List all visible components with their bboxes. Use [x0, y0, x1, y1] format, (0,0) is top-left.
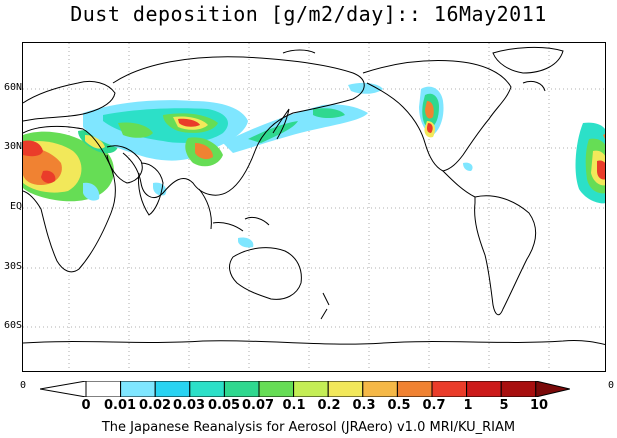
tick-label: 1 — [463, 398, 473, 413]
colorbar-cell — [154, 381, 191, 397]
colorbar-cell — [431, 381, 468, 397]
lat-label-30s: 30S — [3, 261, 22, 272]
tick-label: 0.07 — [241, 398, 275, 413]
lat-label-eq: EQ — [9, 201, 22, 212]
lat-label-60s: 60S — [3, 320, 22, 331]
colorbar-left-label: 0 — [20, 380, 27, 391]
colorbar-cell — [362, 381, 398, 397]
coastlines — [23, 46, 605, 346]
tick-label: 5 — [499, 398, 509, 413]
tick-label: 0.03 — [172, 398, 206, 413]
graticule — [23, 43, 605, 371]
tick-label: 0.2 — [317, 398, 341, 413]
tick-label: 10 — [529, 398, 549, 413]
lat-label-60n: 60N — [3, 82, 22, 93]
tick-label: 0.7 — [422, 398, 446, 413]
colorbar-cell — [223, 381, 260, 397]
tick-label: 0.05 — [207, 398, 241, 413]
tick-label: 0 — [81, 398, 91, 413]
colorbar-arrow-right — [535, 381, 570, 397]
tick-label: 0.5 — [387, 398, 411, 413]
colorbar — [40, 381, 570, 397]
dust-field — [23, 82, 605, 248]
colorbar-cell — [396, 381, 433, 397]
footer-credit: The Japanese Reanalysis for Aerosol (JRA… — [101, 420, 516, 435]
tick-label: 0.02 — [138, 398, 172, 413]
colorbar-cell — [120, 381, 156, 397]
tick-label: 0.1 — [282, 398, 306, 413]
lat-label-30n: 30N — [3, 141, 22, 152]
colorbar-ticks: 0 0.01 0.02 0.03 0.05 0.07 0.1 0.2 0.3 0… — [0, 398, 617, 414]
tick-label: 0.3 — [352, 398, 376, 413]
colorbar-cell — [189, 381, 225, 397]
colorbar-cell — [293, 381, 329, 397]
colorbar-cell — [258, 381, 295, 397]
colorbar-cell — [85, 381, 122, 397]
colorbar-cell — [466, 381, 502, 397]
map-title: Dust deposition [g/m2/day]:: 16May2011 — [70, 2, 547, 26]
map-canvas — [23, 43, 605, 371]
dust-deposition-map — [22, 42, 606, 372]
colorbar-arrow-left — [40, 381, 87, 397]
tick-label: 0.01 — [103, 398, 137, 413]
colorbar-cell — [327, 381, 364, 397]
colorbar-right-label: 0 — [608, 380, 615, 391]
colorbar-cell — [500, 381, 537, 397]
